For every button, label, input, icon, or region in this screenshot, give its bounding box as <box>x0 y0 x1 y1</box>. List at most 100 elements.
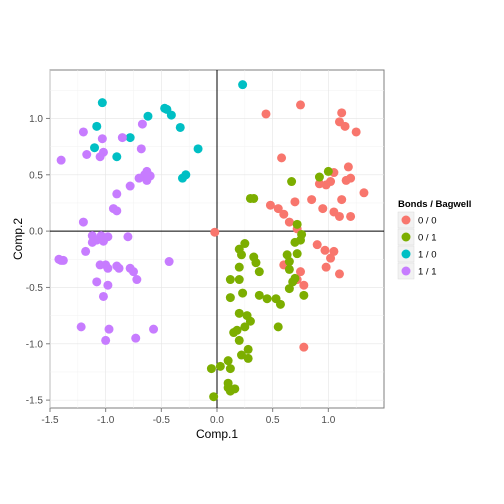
x-axis-title: Comp.1 <box>196 427 238 441</box>
data-point <box>234 262 244 272</box>
data-point <box>287 177 297 187</box>
data-point <box>288 277 298 287</box>
data-point <box>245 316 255 326</box>
legend-swatch <box>401 215 411 225</box>
data-point <box>166 110 176 120</box>
data-point <box>296 267 305 277</box>
data-point <box>251 258 261 268</box>
data-point <box>225 275 235 285</box>
data-point <box>95 152 105 162</box>
data-point <box>112 206 122 216</box>
data-point <box>299 290 309 300</box>
legend-title: Bonds / Bagwell <box>398 199 471 210</box>
x-tick-label: 0.5 <box>266 415 280 426</box>
series-3 <box>90 80 248 183</box>
data-point <box>277 153 287 163</box>
y-tick-label: -1.5 <box>26 396 44 407</box>
data-point <box>209 392 219 402</box>
data-point <box>210 227 220 237</box>
data-point <box>236 250 246 260</box>
legend-item: 0 / 0 <box>397 211 437 229</box>
data-point <box>225 293 235 303</box>
data-point <box>254 267 264 277</box>
data-point <box>223 356 233 366</box>
data-point <box>104 324 114 334</box>
x-tick-label: -1.5 <box>41 415 59 426</box>
data-point <box>292 249 302 259</box>
data-point <box>290 197 300 207</box>
data-point <box>320 245 330 255</box>
data-point <box>312 240 322 250</box>
data-point <box>225 364 235 374</box>
data-point <box>290 237 300 247</box>
data-point <box>359 188 369 198</box>
data-point <box>234 275 244 285</box>
data-point <box>314 172 324 182</box>
data-point <box>134 173 144 183</box>
legend-item: 0 / 1 <box>397 228 437 246</box>
data-point <box>307 195 317 205</box>
x-tick-label: -0.5 <box>153 415 171 426</box>
data-point <box>238 80 248 90</box>
data-point <box>225 386 235 396</box>
x-tick-label: -1.0 <box>97 415 115 426</box>
data-point <box>132 275 142 285</box>
data-point <box>334 269 344 279</box>
data-point <box>76 322 86 332</box>
legend-label: 0 / 0 <box>418 216 437 227</box>
data-point <box>243 344 253 354</box>
data-point <box>314 179 324 189</box>
data-point <box>56 255 66 265</box>
data-point <box>321 262 331 272</box>
data-point <box>284 284 294 294</box>
data-point <box>90 143 100 153</box>
data-point <box>125 133 135 143</box>
data-point <box>296 100 305 110</box>
data-point <box>56 155 66 165</box>
legend-swatch <box>401 249 411 259</box>
data-point <box>97 134 107 144</box>
data-point <box>284 264 294 274</box>
legend-label: 0 / 1 <box>418 233 437 244</box>
data-point <box>292 219 302 229</box>
data-point <box>78 217 88 227</box>
y-axis: -1.5 -1.0 -0.5 0.0 0.5 1.0 <box>26 114 50 407</box>
data-point <box>240 322 250 332</box>
data-point <box>125 181 135 191</box>
data-point <box>131 333 141 343</box>
data-point <box>112 189 122 199</box>
data-point <box>92 277 102 287</box>
series-4 <box>54 119 174 345</box>
data-point <box>261 109 271 119</box>
data-point <box>262 294 272 304</box>
data-point <box>123 232 133 242</box>
data-point <box>234 335 244 345</box>
series-2 <box>206 166 333 402</box>
data-point <box>78 127 88 137</box>
data-point <box>275 299 285 309</box>
data-point <box>318 204 328 214</box>
legend-swatch <box>401 266 411 276</box>
data-point <box>240 239 250 249</box>
data-point <box>137 119 147 129</box>
data-point <box>329 246 339 256</box>
data-point <box>98 291 108 301</box>
y-tick-label: 0.5 <box>29 170 43 181</box>
data-point <box>149 324 159 334</box>
data-point <box>103 263 113 273</box>
y-tick-label: -0.5 <box>26 283 44 294</box>
legend: Bonds / Bagwell 0 / 0 0 / 1 1 / 0 1 / 1 <box>397 199 471 280</box>
data-point <box>112 152 122 162</box>
data-point <box>284 217 294 227</box>
data-point <box>238 288 248 298</box>
data-point <box>236 350 246 360</box>
data-point <box>284 257 294 267</box>
legend-label: 1 / 1 <box>418 267 437 278</box>
data-point <box>215 361 225 371</box>
data-point <box>92 121 102 131</box>
data-point <box>299 280 309 290</box>
data-point <box>164 257 174 267</box>
data-point <box>273 204 283 214</box>
data-point <box>343 162 353 172</box>
